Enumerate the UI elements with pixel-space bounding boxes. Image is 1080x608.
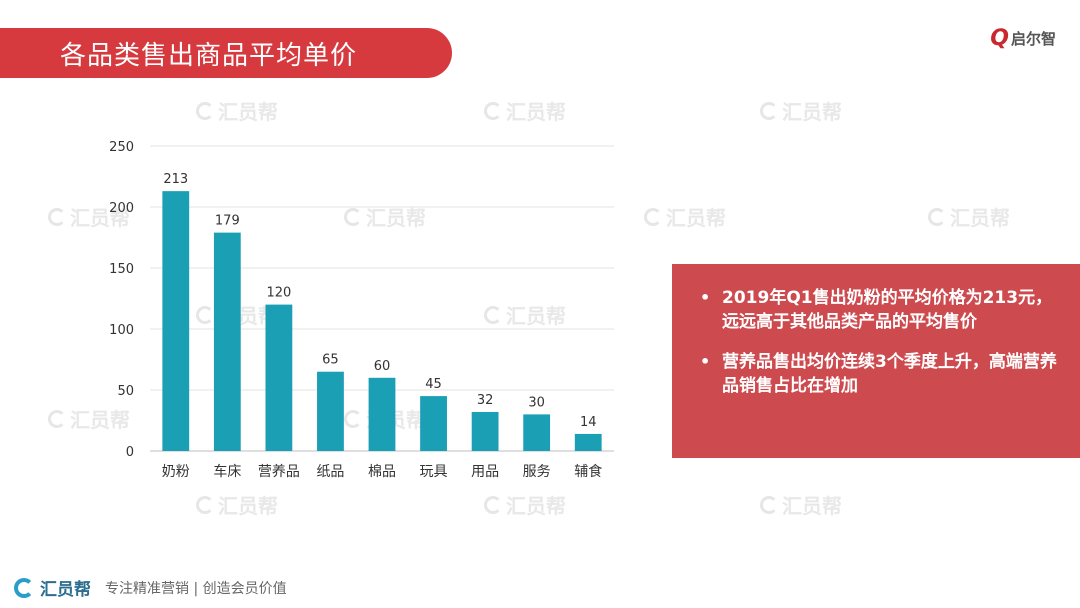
logo-name: 启尔智 (1010, 29, 1056, 48)
x-tick-label: 用品 (471, 464, 499, 480)
insight-point: 2019年Q1售出奶粉的平均价格为213元，远远高于其他品类产品的平均售价 (700, 286, 1060, 334)
x-tick-label: 玩具 (420, 464, 448, 480)
title-banner: 各品类售出商品平均单价 (0, 28, 452, 78)
y-tick-label: 200 (109, 201, 134, 216)
bar (574, 433, 602, 451)
bar (420, 396, 447, 451)
insight-point: 营养品售出均价连续3个季度上升，高端营养品销售占比在增加 (700, 350, 1060, 398)
y-tick-label: 100 (109, 323, 134, 338)
bar (162, 191, 190, 451)
data-label: 14 (580, 415, 597, 430)
data-label: 213 (163, 172, 188, 187)
brand-icon (14, 577, 34, 598)
bar (523, 414, 551, 451)
data-label: 60 (374, 359, 391, 374)
page-title: 各品类售出商品平均单价 (60, 40, 358, 71)
insight-callout: 2019年Q1售出奶粉的平均价格为213元，远远高于其他品类产品的平均售价 营养… (672, 264, 1080, 458)
data-label: 120 (266, 286, 291, 301)
data-label: 179 (215, 214, 240, 229)
x-tick-label: 营养品 (258, 464, 300, 480)
bar (317, 371, 344, 451)
data-label: 30 (528, 395, 545, 410)
y-tick-label: 50 (117, 384, 134, 399)
x-tick-label: 棉品 (368, 463, 396, 480)
data-label: 65 (322, 353, 339, 368)
x-tick-label: 奶粉 (162, 464, 190, 480)
insight-list: 2019年Q1售出奶粉的平均价格为213元，远远高于其他品类产品的平均售价 营养… (672, 264, 1080, 398)
y-tick-label: 150 (109, 262, 134, 277)
brand-logo: Q 启尔智 (990, 24, 1056, 52)
y-tick-label: 250 (109, 140, 134, 155)
bar (213, 232, 241, 451)
bar (265, 304, 293, 451)
bar (368, 377, 396, 451)
data-label: 45 (425, 377, 442, 392)
footer-brand: 汇员帮 (40, 580, 91, 600)
bar (471, 411, 499, 451)
logo-mark: Q (990, 25, 1009, 51)
footer-slogan: 专注精准营销 | 创造会员价值 (105, 580, 287, 597)
x-tick-label: 车床 (213, 463, 241, 480)
data-label: 32 (477, 393, 494, 408)
y-tick-label: 0 (126, 445, 134, 460)
x-tick-label: 辅食 (574, 463, 602, 480)
x-tick-label: 纸品 (316, 464, 344, 480)
x-tick-label: 服务 (523, 464, 551, 480)
footer: 汇员帮 专注精准营销 | 创造会员价值 (14, 575, 287, 600)
